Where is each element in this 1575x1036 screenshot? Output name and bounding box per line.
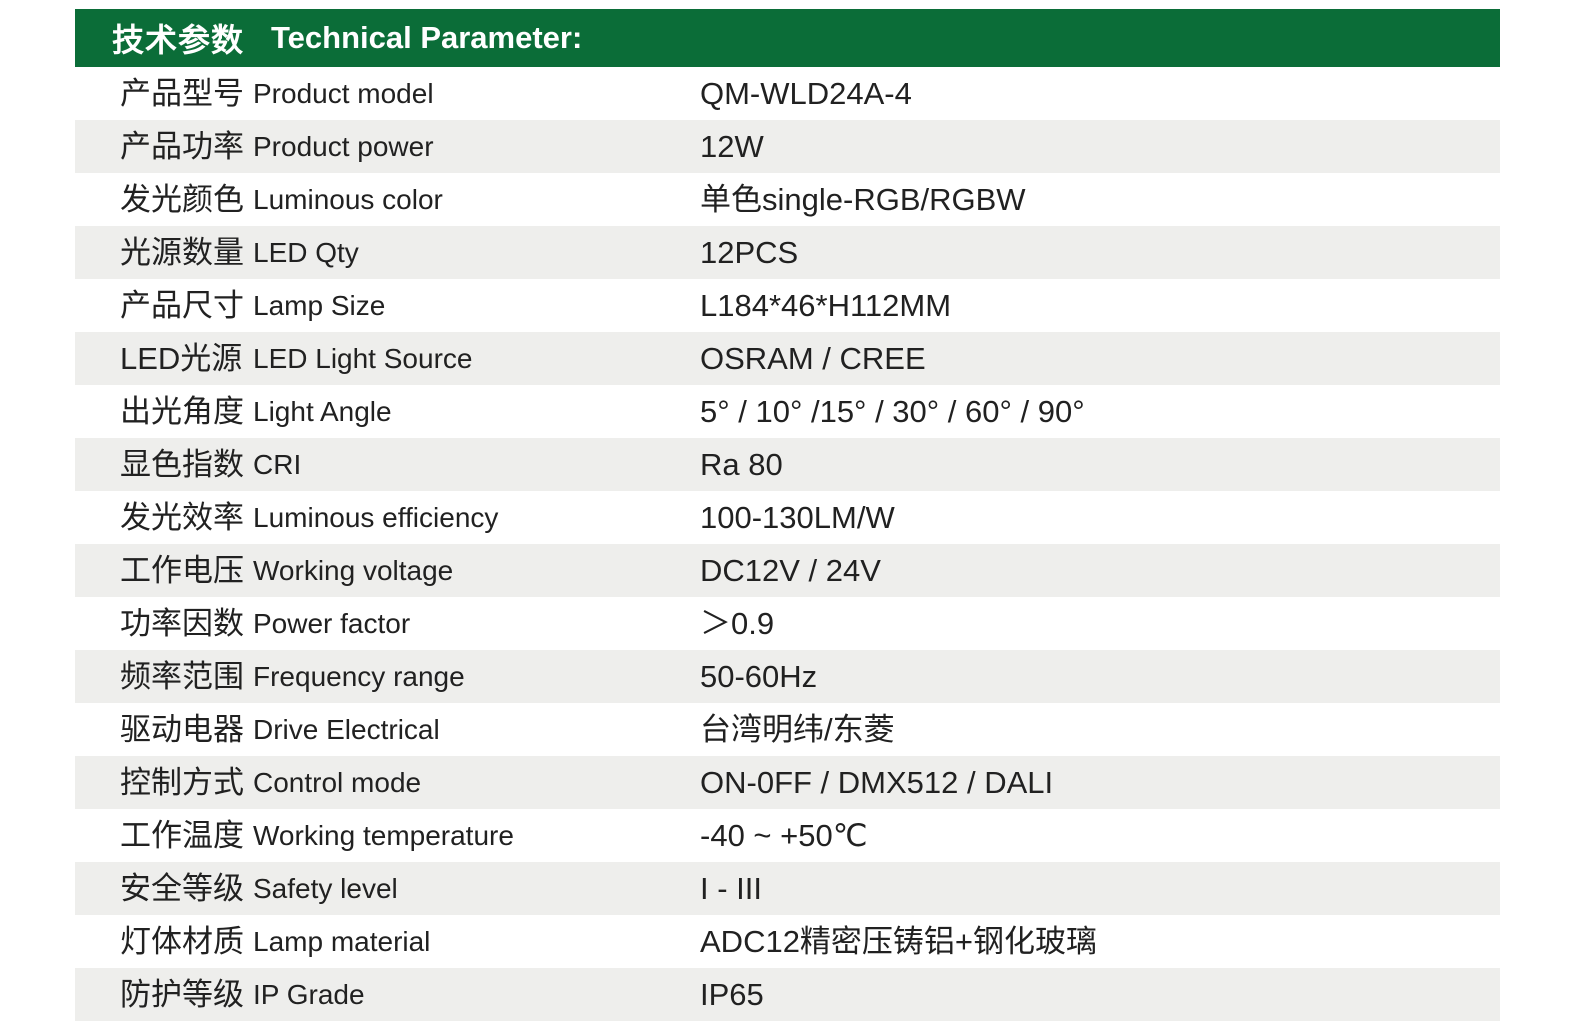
table-row: 工作电压 Working voltage DC12V / 24V [75,544,1500,597]
param-label-en: Luminous efficiency [253,502,499,533]
param-label-zh: 控制方式 [120,765,244,800]
table-row: 功率因数 Power factor ＞0.9 [75,597,1500,650]
param-label-zh: 安全等级 [120,871,244,906]
param-value: 5° / 10° /15° / 30° / 60° / 90° [700,394,1085,429]
param-value: Ra 80 [700,447,783,482]
param-value: 12W [700,129,764,164]
param-value: 12PCS [700,235,799,270]
table-row: 产品功率 Product power 12W [75,120,1500,173]
param-label-en: Control mode [253,767,422,798]
parameter-table: 产品型号 Product model QM-WLD24A-4 产品功率 Prod… [75,67,1500,1021]
table-row: 防护等级 IP Grade IP65 [75,968,1500,1021]
param-value: -40 ~ +50℃ [700,818,868,853]
param-label-zh: 频率范围 [120,659,244,694]
param-label-zh: 驱动电器 [120,712,244,747]
param-label-zh: 产品功率 [120,129,244,164]
table-row: 频率范围 Frequency range 50-60Hz [75,650,1500,703]
table-row: 灯体材质 Lamp material ADC12精密压铸铝+钢化玻璃 [75,915,1500,968]
param-label-zh: 产品型号 [120,76,244,111]
table-row: 发光效率 Luminous efficiency 100-130LM/W [75,491,1500,544]
table-row: 显色指数 CRI Ra 80 [75,438,1500,491]
param-label-zh: 发光效率 [120,500,244,535]
param-label-zh: 工作电压 [120,553,244,588]
param-label-en: Working temperature [253,820,514,851]
table-row: 驱动电器 Drive Electrical 台湾明纬/东菱 [75,703,1500,756]
param-label-zh: 显色指数 [120,447,244,482]
param-label-en: Working voltage [253,555,454,586]
param-label-zh: 出光角度 [120,394,244,429]
param-value: L184*46*H112MM [700,288,952,323]
table-row: 安全等级 Safety level I - III [75,862,1500,915]
param-label-zh: 产品尺寸 [120,288,244,323]
param-label-zh: LED光源 [120,341,243,376]
param-value: 50-60Hz [700,659,818,694]
param-value: ＞0.9 [700,606,775,641]
param-label-en: Drive Electrical [253,714,440,745]
table-row: 工作温度 Working temperature -40 ~ +50℃ [75,809,1500,862]
param-value: 100-130LM/W [700,500,895,535]
param-label-en: LED Qty [253,237,359,268]
table-row: 出光角度 Light Angle 5° / 10° /15° / 30° / 6… [75,385,1500,438]
param-label-en: Power factor [253,608,411,639]
table-row: 产品尺寸 Lamp Size L184*46*H112MM [75,279,1500,332]
param-value: OSRAM / CREE [700,341,926,376]
param-label-zh: 防护等级 [120,977,244,1012]
param-label-zh: 功率因数 [120,606,244,641]
param-label-en: CRI [253,449,302,480]
param-label-en: Lamp Size [253,290,386,321]
param-value: IP65 [700,977,764,1012]
param-label-zh: 发光颜色 [120,182,244,217]
param-value: 单色single-RGB/RGBW [700,182,1026,217]
section-title-en: Technical Parameter: [271,20,583,55]
table-row: 产品型号 Product model QM-WLD24A-4 [75,67,1500,120]
param-value: 台湾明纬/东菱 [700,712,895,747]
param-label-en: Product power [253,131,434,162]
param-label-en: IP Grade [253,979,365,1010]
param-label-en: Light Angle [253,396,392,427]
section-header: 技术参数 Technical Parameter: [75,9,1500,67]
param-value: ADC12精密压铸铝+钢化玻璃 [700,924,1098,959]
table-row: 控制方式 Control mode ON-0FF / DMX512 / DALI [75,756,1500,809]
param-label-zh: 工作温度 [120,818,244,853]
param-value: DC12V / 24V [700,553,881,588]
param-value: I - III [700,871,762,906]
table-row: LED光源 LED Light Source OSRAM / CREE [75,332,1500,385]
param-value: QM-WLD24A-4 [700,76,912,111]
param-label-zh: 灯体材质 [120,924,244,959]
table-row: 发光颜色 Luminous color 单色single-RGB/RGBW [75,173,1500,226]
param-label-en: Product model [253,78,434,109]
param-label-zh: 光源数量 [120,235,244,270]
section-title-zh: 技术参数 [112,22,245,58]
spec-sheet: 技术参数 Technical Parameter: 产品型号 Product m… [75,9,1500,1021]
table-row: 光源数量 LED Qty 12PCS [75,226,1500,279]
param-label-en: Luminous color [253,184,443,215]
param-label-en: Frequency range [253,661,465,692]
param-label-en: Lamp material [253,926,431,957]
param-label-en: LED Light Source [253,343,473,374]
param-label-en: Safety level [253,873,398,904]
param-value: ON-0FF / DMX512 / DALI [700,765,1054,800]
